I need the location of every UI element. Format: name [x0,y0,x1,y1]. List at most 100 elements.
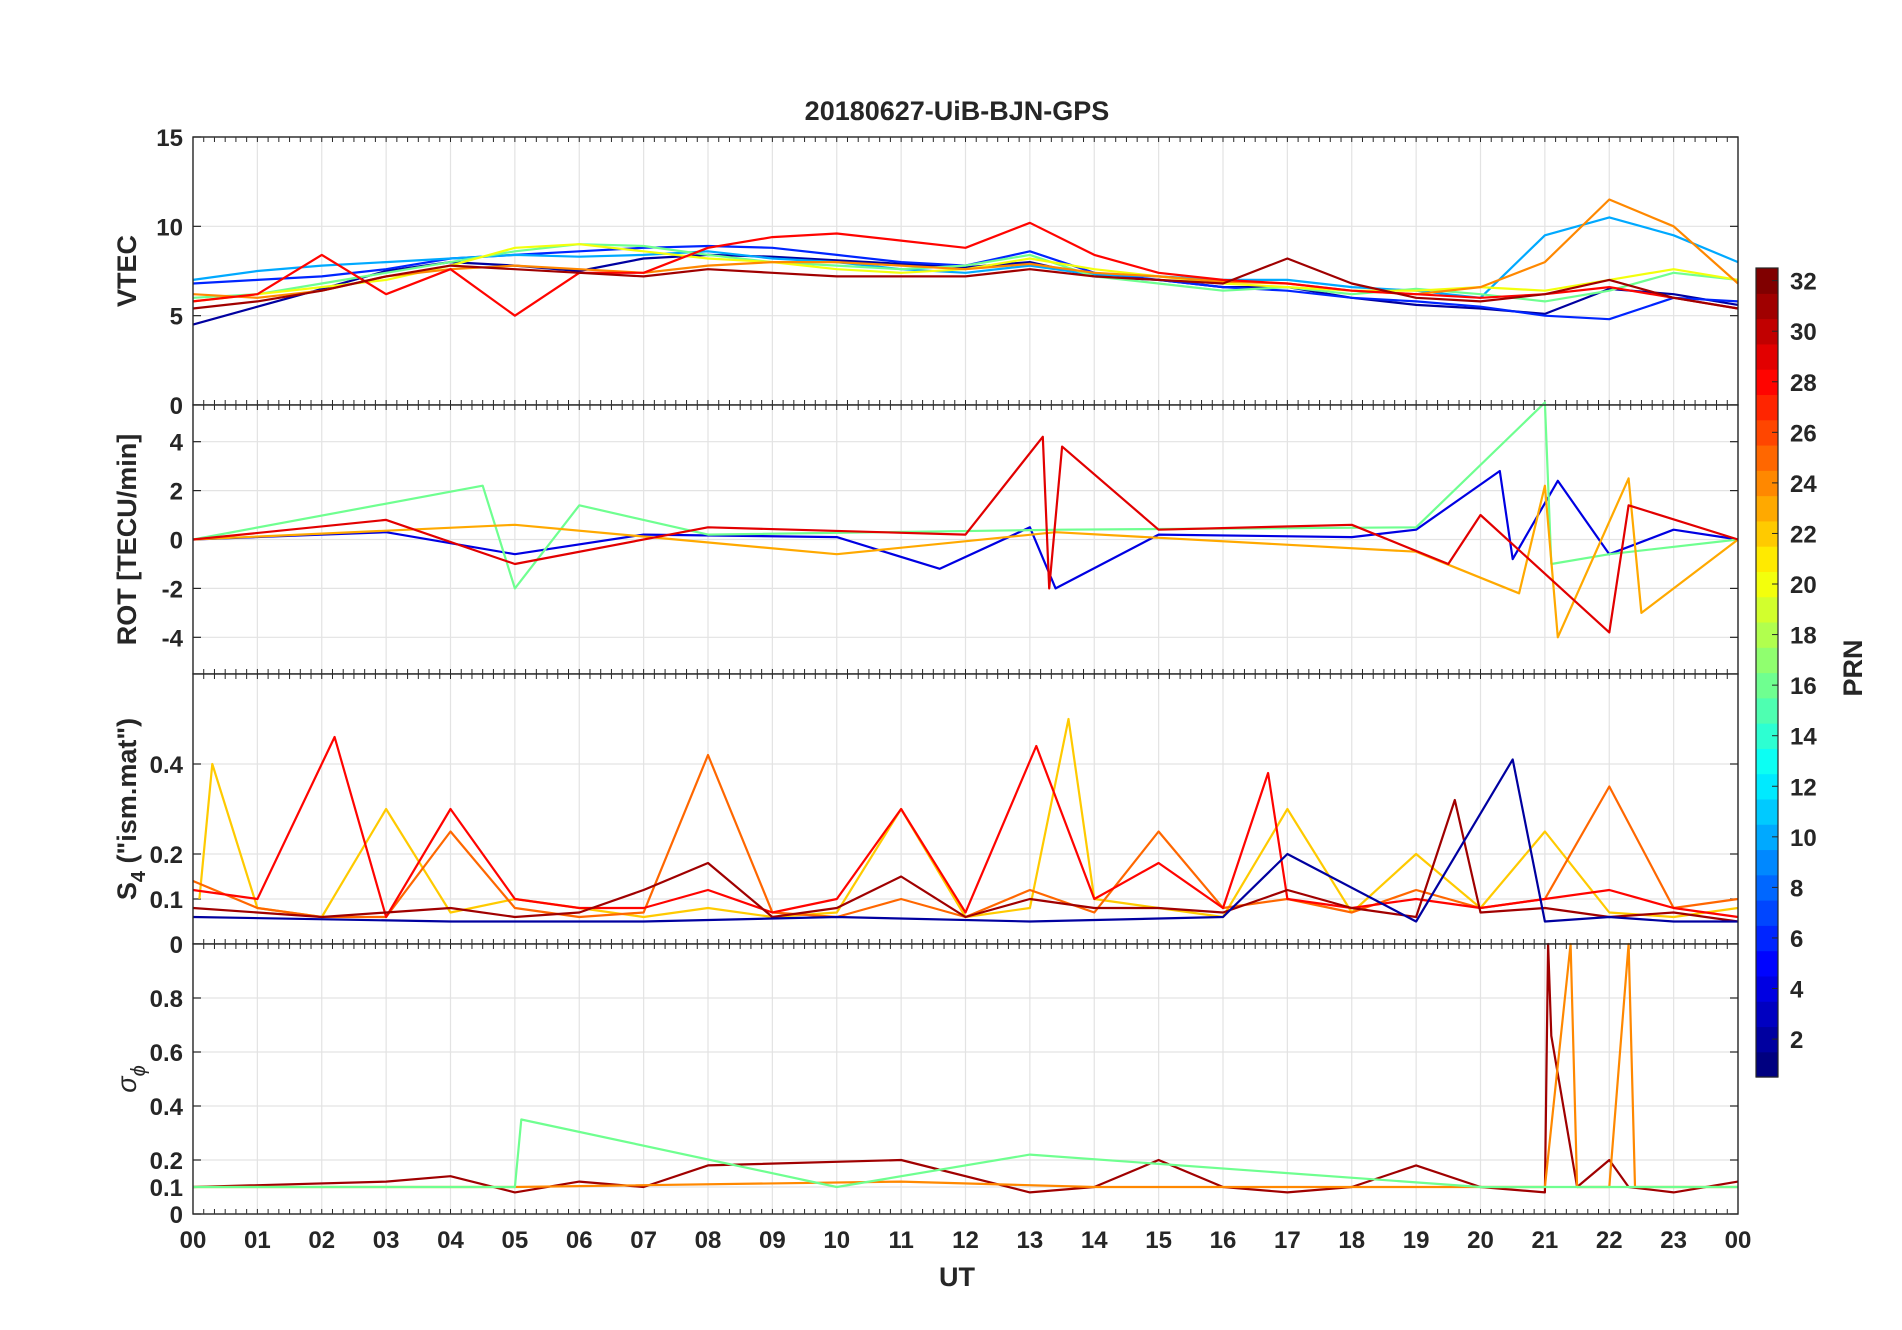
y-tick-label: 0 [170,528,183,555]
colorbar-cell [1756,444,1778,471]
colorbar-cell [1756,647,1778,674]
y-label-main: S [112,882,142,900]
x-tick-label: 07 [630,1227,657,1254]
series-line-prn-28 [192,221,1739,317]
colorbar-cell [1756,773,1778,800]
y-label-subscript: ϕ [128,1065,150,1076]
y-tick-label: 0 [170,393,183,420]
y-tick-label: -4 [162,625,184,652]
x-tick-label: 05 [502,1227,529,1254]
colorbar-tick-label: 32 [1790,269,1817,296]
colorbar-tick-label: 6 [1790,926,1803,953]
y-label-main: σ [112,1075,142,1093]
y-tick-label: 5 [170,304,183,331]
y-tick-label: 0.4 [150,1094,184,1121]
colorbar-tick-label: 24 [1790,471,1817,498]
y-tick-label: 0.1 [150,887,183,914]
x-tick-label: 14 [1081,1227,1108,1254]
y-label-subscript: 4 [128,870,150,882]
colorbar-cell [1756,546,1778,572]
colorbar-cell [1756,723,1778,749]
x-tick-label: 17 [1274,1227,1301,1254]
colorbar-cell [1756,520,1778,547]
x-tick-label: 00 [180,1227,207,1254]
colorbar-cell [1756,343,1778,370]
y-tick-label: 15 [156,125,183,152]
x-tick-label: 13 [1017,1227,1044,1254]
x-tick-label: 15 [1145,1227,1172,1254]
series-line-prn-16 [192,243,1739,303]
panel-vtec: 0 5 10 15 VTEC [112,125,1739,420]
y-axis-label-vtec: VTEC [112,235,142,307]
colorbar-cell [1756,1026,1778,1053]
colorbar-label: PRN [1838,639,1868,696]
y-tick-label: 0 [170,1202,183,1229]
y-tick-label: 0.2 [150,1148,183,1175]
x-tick-label: 06 [566,1227,593,1254]
colorbar-tick-label: 30 [1790,319,1817,346]
y-tick-label: 4 [170,430,184,457]
colorbar-cell [1756,1001,1778,1028]
colorbar-cell [1756,268,1778,294]
colorbar-cell [1756,419,1778,446]
colorbar-frame [1755,267,1779,1078]
colorbar-cell [1756,900,1778,926]
x-tick-label: 19 [1403,1227,1430,1254]
x-tick-label: 18 [1338,1227,1365,1254]
chart-title: 20180627-UiB-BJN-GPS [805,96,1110,126]
x-tick-label: 16 [1210,1227,1237,1254]
colorbar-cell [1756,748,1778,775]
x-tick-label: 11 [888,1227,913,1254]
y-tick-label: 2 [170,479,183,506]
y-tick-label: 0.2 [150,842,183,869]
panel-s4: 0 0.1 0.2 0.4 S4 ("ism.mat") [112,673,1739,959]
series-line-prn-31 [192,257,1739,310]
colorbar-cell [1756,950,1778,977]
colorbar-cell [1756,925,1778,952]
series-line-prn-4 [192,469,1739,590]
colorbar-cell [1756,874,1778,901]
colorbar-cell [1756,672,1778,699]
y-tick-label: 0 [170,932,183,959]
x-tick-label: 22 [1596,1227,1623,1254]
colorbar-cell [1756,470,1778,497]
y-tick-label: 0.1 [150,1175,183,1202]
x-tick-label: 08 [695,1227,722,1254]
y-tick-label: 0.4 [150,752,184,779]
colorbar-cell [1756,975,1778,1002]
y-label-rest: ("ism.mat") [112,718,142,871]
series-line-prn-29 [192,435,1739,634]
colorbar-cell [1756,596,1778,623]
series-line-prn-16 [192,401,1739,590]
x-tick-label: 02 [308,1227,335,1254]
colorbar-tick-label: 16 [1790,673,1817,700]
series-line-prn-23 [192,477,1739,639]
colorbar-cell [1756,394,1778,421]
x-tick-label: 01 [244,1227,271,1254]
colorbar-tick-label: 2 [1790,1027,1803,1054]
colorbar-tick-label: 22 [1790,521,1817,548]
y-tick-label: -2 [162,576,183,603]
colorbar-cell [1756,697,1778,724]
colorbar-tick-label: 20 [1790,572,1817,599]
colorbar-tick-label: 4 [1790,977,1804,1004]
colorbar-tick-label: 14 [1790,724,1817,751]
colorbar-cell [1756,1051,1778,1078]
colorbar-tick-label: 28 [1790,370,1817,397]
x-axis-label: UT [939,1262,975,1292]
x-tick-label: 00 [1725,1227,1752,1254]
colorbar-cell [1756,293,1778,320]
x-tick-label: 04 [437,1227,464,1254]
colorbar-tick-label: 12 [1790,774,1817,801]
colorbar-cell [1756,369,1778,396]
colorbar-gradient [1755,267,1779,1078]
x-axis: 00 01 02 03 04 05 06 07 08 09 10 11 12 13 14 15 16 17 18 19… [180,1227,1752,1292]
x-tick-label: 21 [1532,1227,1559,1254]
y-axis-label-rot: ROT [TECU/min] [112,434,142,645]
colorbar-cell [1756,798,1778,825]
x-tick-label: 03 [373,1227,400,1254]
colorbar-cell [1756,824,1778,851]
